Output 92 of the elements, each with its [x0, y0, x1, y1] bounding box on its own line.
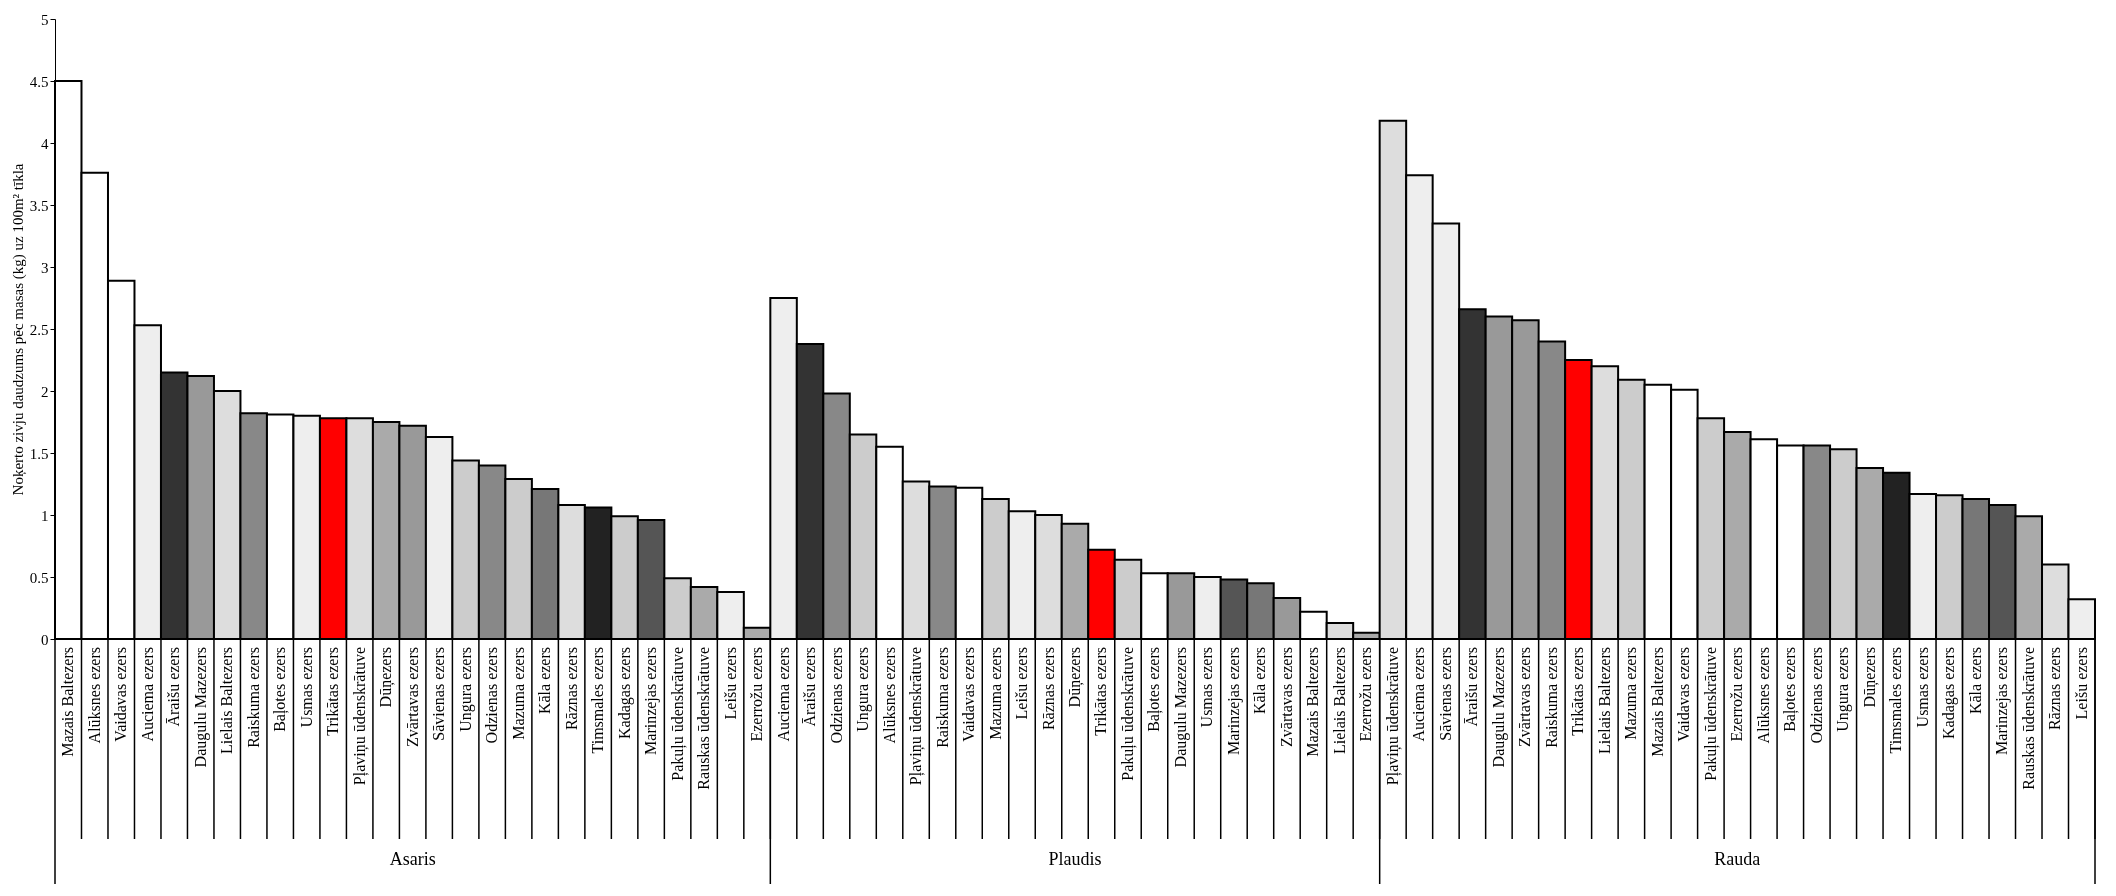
x-tick-label: Mazuma ezers — [509, 647, 527, 740]
x-tick-label: Dūņezers — [377, 647, 396, 708]
x-tick-label: Dūņezers — [1066, 647, 1084, 708]
x-tick-label: Ezerrožu ezers — [1357, 647, 1375, 742]
x-tick-label: Leišu ezers — [1013, 647, 1031, 720]
x-tick-label: Pakuļu ūdenskrātuve — [1701, 647, 1720, 781]
x-tick-label: Vaidavas ezers — [112, 647, 130, 742]
x-tick-label: Sāvienas ezers — [430, 647, 448, 741]
x-tick-label: Kāla ezers — [1251, 647, 1269, 715]
x-tick-label: Mazais Baltezers — [1304, 647, 1322, 757]
x-tick-label: Āraišu ezers — [1463, 647, 1481, 727]
x-tick-label: Ezerrožu ezers — [1728, 647, 1746, 742]
x-tick-label: Mazuma ezers — [1622, 647, 1640, 740]
x-tick-label: Rauskas ūdenskrātuve — [2019, 647, 2037, 790]
x-tick-label: Āraišu ezers — [165, 647, 183, 727]
x-tick-label: Marinzejas ezers — [642, 647, 661, 755]
x-tick-label: Odzienas ezers — [483, 647, 501, 744]
x-tick-label: Raiskuma ezers — [244, 647, 262, 748]
x-tick-label: Āraišu ezers — [801, 647, 819, 727]
x-tick-label: Auciema ezers — [774, 647, 792, 742]
x-tick-label: Dūņezers — [1860, 647, 1879, 708]
x-tick-label: Marinzejas ezers — [1224, 647, 1243, 755]
x-tick-label: Daugulu Mazezers — [191, 647, 210, 768]
x-tick-label: Ezerrožu ezers — [748, 647, 766, 742]
x-tick-label: Alūksnes ezers — [880, 647, 898, 744]
x-tick-label: Alūksnes ezers — [85, 647, 103, 744]
y-tick-label: 2.5 — [29, 321, 49, 338]
x-tick-label: Timsmales ezers — [589, 647, 607, 754]
text: Plaudis — [1048, 849, 1102, 869]
x-tick-label: Pakuļu ūdenskrātuve — [1118, 647, 1137, 781]
x-tick-label: Zvārtavas ezers — [403, 647, 421, 747]
x-tick-label: Ungura ezers — [456, 647, 475, 732]
x-tick-label: Usmas ezers — [1198, 647, 1216, 728]
x-tick-label: Auciema ezers — [1410, 647, 1428, 742]
x-tick-label: Pļaviņu ūdenskrātuve — [1383, 647, 1402, 786]
y-tick-label: 0 — [41, 631, 49, 648]
text: Asaris — [389, 849, 436, 869]
x-tick-label: Rāznas ezers — [2046, 647, 2064, 731]
x-tick-label: Pakuļu ūdenskrātuve — [668, 647, 687, 781]
x-tick-label: Leišu ezers — [2072, 647, 2090, 720]
y-tick-label: 1.5 — [29, 445, 49, 462]
x-tick-label: Raiskuma ezers — [933, 647, 951, 748]
x-tick-label: Trikātas ezers — [324, 647, 342, 736]
x-tick-label: Daugulu Mazezers — [1171, 647, 1190, 768]
x-tick-label: Trikātas ezers — [1092, 647, 1110, 736]
x-tick-label: Pļaviņu ūdenskrātuve — [350, 647, 369, 786]
x-tick-label: Usmas ezers — [1913, 647, 1931, 728]
x-tick-label: Lielais Baltezers — [1330, 647, 1348, 755]
x-tick-label: Mazais Baltezers — [59, 647, 77, 757]
x-tick-label: Baļotes ezers — [271, 647, 290, 732]
y-tick-label: 1 — [41, 507, 49, 524]
x-tick-label: Daugulu Mazezers — [1489, 647, 1508, 768]
x-tick-label: Rāznas ezers — [1039, 647, 1057, 731]
x-tick-label: Vaidavas ezers — [1675, 647, 1693, 742]
x-tick-label: Odzienas ezers — [1807, 647, 1825, 744]
x-tick-label: Alūksnes ezers — [1754, 647, 1772, 744]
x-tick-label: Kadagas ezers — [1940, 647, 1959, 739]
y-tick-label: 3.5 — [29, 197, 49, 214]
x-tick-label: Zvārtavas ezers — [1516, 647, 1534, 747]
x-tick-label: Rauskas ūdenskrātuve — [695, 647, 713, 790]
x-tick-label: Auciema ezers — [138, 647, 156, 742]
x-tick-label: Raiskuma ezers — [1542, 647, 1560, 748]
x-tick-label: Kāla ezers — [1966, 647, 1984, 715]
x-tick-label: Odzienas ezers — [827, 647, 845, 744]
x-tick-label: Vaidavas ezers — [960, 647, 978, 742]
x-tick-label: Trikātas ezers — [1569, 647, 1587, 736]
x-tick-label: Lielais Baltezers — [1595, 647, 1613, 755]
x-tick-label: Timsmales ezers — [1887, 647, 1905, 754]
x-tick-label: Baļotes ezers — [1781, 647, 1800, 732]
x-tick-label: Lielais Baltezers — [218, 647, 236, 755]
y-tick-label: 0.5 — [29, 569, 49, 586]
y-tick-label: 3 — [41, 259, 49, 276]
y-tick-label: 4.5 — [29, 73, 49, 90]
x-tick-label: Leišu ezers — [721, 647, 739, 720]
text: Rauda — [1714, 849, 1761, 869]
y-tick-label: 4 — [41, 135, 49, 152]
x-tick-label: Usmas ezers — [297, 647, 315, 728]
x-tick-label: Kadagas ezers — [615, 647, 634, 739]
x-tick-label: Pļaviņu ūdenskrātuve — [907, 647, 926, 786]
x-tick-label: Zvārtavas ezers — [1277, 647, 1295, 747]
x-tick-label: Sāvienas ezers — [1436, 647, 1454, 741]
x-tick-label: Baļotes ezers — [1145, 647, 1164, 732]
x-tick-label: Mazuma ezers — [986, 647, 1004, 740]
x-tick-label: Ungura ezers — [1834, 647, 1853, 732]
y-axis-title: Noķerto zivju daudzums pēc masas (kg) uz 100m² tīkla — [9, 163, 27, 496]
x-tick-label: Mazais Baltezers — [1648, 647, 1666, 757]
y-tick-label: 2 — [41, 383, 49, 400]
y-tick-label: 5 — [41, 11, 49, 28]
x-tick-label: Kāla ezers — [536, 647, 554, 715]
x-tick-label: Ungura ezers — [854, 647, 873, 732]
x-tick-label: Marinzejas ezers — [1993, 647, 2012, 755]
x-tick-label: Rāznas ezers — [562, 647, 580, 731]
